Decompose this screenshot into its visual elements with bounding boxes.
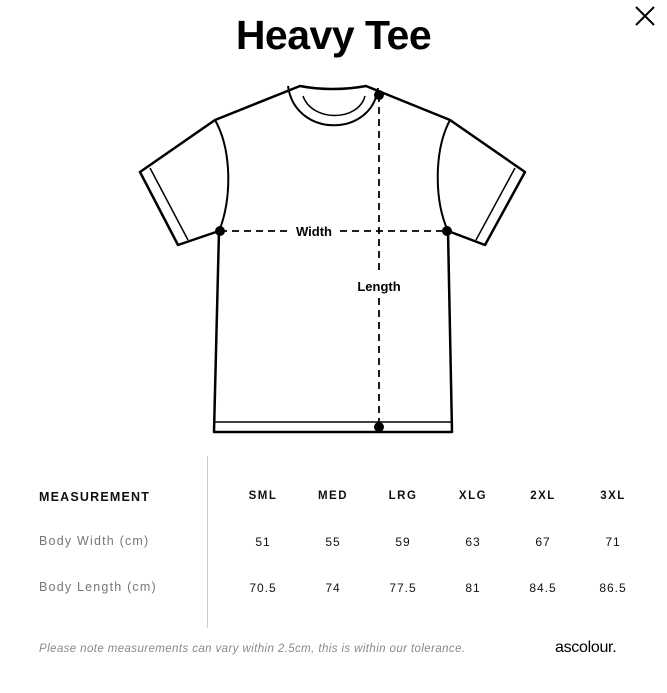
table-cell: 77.5	[389, 581, 417, 595]
right-sleeve-seam	[436, 119, 451, 232]
close-icon[interactable]	[633, 4, 657, 28]
size-header: 3XL	[600, 490, 626, 502]
brand-logo: ascolour.	[555, 639, 617, 656]
width-label: Width	[296, 224, 332, 239]
tshirt-outline	[138, 84, 527, 434]
table-cell: 74	[325, 581, 341, 595]
table-cell: 59	[395, 535, 411, 549]
table-cell: 70.5	[249, 581, 277, 595]
page-title: Heavy Tee	[235, 12, 432, 58]
tolerance-note: Please note measurements can vary within…	[39, 643, 466, 655]
table-divider	[207, 456, 208, 628]
table-cell: 67	[535, 535, 551, 549]
table-cell: 81	[465, 581, 481, 595]
tshirt-diagram: Width Length	[138, 84, 527, 434]
left-sleeve-seam	[214, 119, 230, 232]
row-label: Body Width (cm)	[39, 534, 150, 548]
size-header: SML	[248, 490, 278, 502]
left-cuff	[149, 167, 189, 241]
size-header: MED	[317, 490, 349, 502]
collar	[287, 85, 379, 127]
table-cell: 55	[325, 535, 341, 549]
table-cell: 51	[255, 535, 271, 549]
right-cuff	[475, 167, 516, 241]
table-cell: 86.5	[599, 581, 627, 595]
table-cell: 84.5	[529, 581, 557, 595]
length-label: Length	[357, 279, 400, 294]
collar-inner	[302, 95, 366, 117]
row-label: Body Length (cm)	[39, 580, 157, 594]
table-cell: 71	[605, 535, 621, 549]
size-header: 2XL	[530, 490, 556, 502]
size-header: LRG	[388, 490, 418, 502]
table-cell: 63	[465, 535, 481, 549]
measurement-header: MEASUREMENT	[39, 490, 151, 504]
size-header: XLG	[458, 490, 488, 502]
